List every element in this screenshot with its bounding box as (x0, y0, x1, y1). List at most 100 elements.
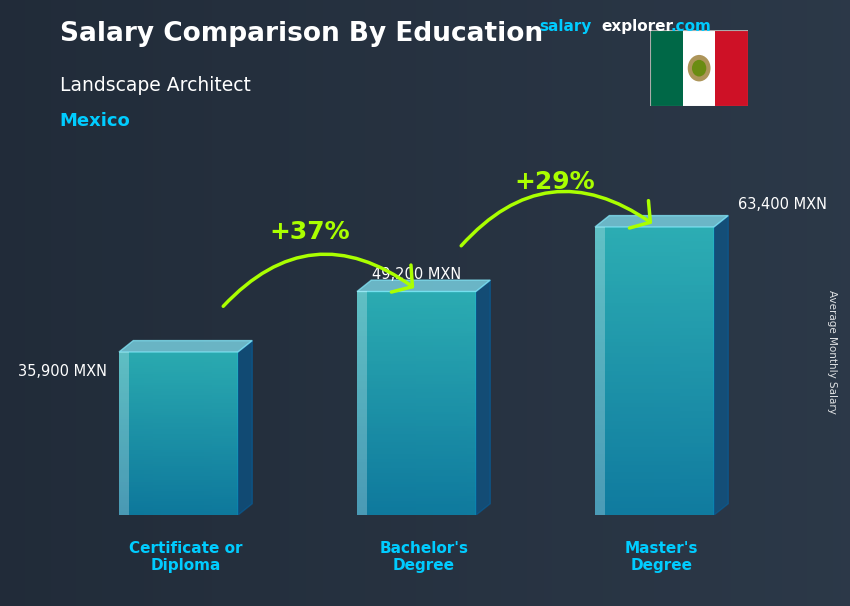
Bar (119, 364, 238, 366)
Bar (595, 259, 714, 263)
Bar (595, 443, 714, 447)
Text: salary: salary (540, 19, 592, 35)
Bar (357, 425, 476, 428)
Bar (119, 385, 238, 387)
Bar (595, 335, 714, 339)
Bar (595, 288, 714, 291)
Bar (357, 364, 476, 367)
Bar (119, 375, 238, 376)
Bar (119, 454, 238, 456)
Bar (595, 483, 714, 486)
Bar (716, 30, 748, 106)
Bar (357, 395, 476, 398)
Bar (119, 458, 238, 460)
Bar (119, 352, 238, 354)
Bar (119, 409, 238, 411)
Bar (595, 248, 714, 252)
Bar (357, 479, 476, 482)
Bar (119, 503, 238, 505)
Bar (595, 339, 714, 342)
Bar (357, 445, 476, 448)
Bar (595, 270, 714, 274)
Text: +29%: +29% (514, 170, 595, 195)
Bar (595, 267, 714, 270)
Bar (595, 302, 714, 306)
Bar (119, 439, 238, 442)
Bar (595, 404, 714, 407)
Bar (119, 456, 238, 458)
Text: 49,200 MXN: 49,200 MXN (371, 267, 461, 282)
Bar (119, 433, 238, 436)
Bar (119, 460, 238, 462)
Text: +37%: +37% (269, 220, 349, 244)
Polygon shape (357, 280, 490, 291)
Bar (595, 393, 714, 396)
Bar (595, 227, 604, 515)
Bar (119, 431, 238, 433)
Bar (595, 317, 714, 321)
Bar (119, 472, 238, 474)
Bar (119, 382, 238, 385)
Bar (119, 421, 238, 424)
FancyArrowPatch shape (462, 191, 650, 246)
Bar (357, 370, 476, 373)
Bar (119, 401, 238, 403)
Bar (595, 472, 714, 476)
Bar (595, 321, 714, 324)
Bar (357, 387, 476, 389)
Bar (595, 342, 714, 346)
Bar (357, 378, 476, 381)
Bar (595, 421, 714, 425)
Text: Salary Comparison By Education: Salary Comparison By Education (60, 21, 542, 47)
Bar (595, 389, 714, 393)
Bar (595, 508, 714, 511)
Text: Mexico: Mexico (60, 112, 130, 130)
Bar (595, 458, 714, 461)
Bar (357, 322, 476, 325)
Bar (683, 30, 716, 106)
Bar (357, 454, 476, 456)
Bar (119, 482, 238, 485)
Bar (119, 405, 238, 407)
Bar (357, 308, 476, 311)
Bar (119, 493, 238, 494)
Bar (357, 439, 476, 442)
Bar (595, 454, 714, 458)
Bar (119, 411, 238, 413)
Bar (357, 501, 476, 504)
Bar (595, 400, 714, 404)
Bar (595, 281, 714, 285)
Bar (119, 491, 238, 493)
Bar (119, 388, 238, 391)
Bar (357, 476, 476, 479)
Bar (357, 331, 476, 333)
Bar (595, 375, 714, 378)
Bar (357, 381, 476, 384)
Bar (119, 395, 238, 397)
Bar (357, 468, 476, 470)
Bar (357, 404, 476, 406)
Polygon shape (714, 216, 728, 515)
Bar (119, 446, 238, 448)
Bar (119, 425, 238, 427)
Bar (119, 509, 238, 511)
Bar (595, 490, 714, 493)
Bar (357, 490, 476, 493)
Bar (595, 378, 714, 382)
Bar (595, 238, 714, 241)
Bar (119, 393, 238, 395)
Bar (119, 381, 238, 382)
Bar (357, 465, 476, 468)
Bar (595, 447, 714, 450)
Bar (595, 274, 714, 278)
Bar (595, 486, 714, 490)
Bar (357, 325, 476, 328)
Bar (595, 310, 714, 313)
Bar (357, 367, 476, 370)
Bar (595, 256, 714, 259)
Bar (357, 295, 476, 297)
Bar (595, 364, 714, 367)
Bar (119, 474, 238, 476)
Bar (119, 507, 238, 509)
Bar (595, 371, 714, 375)
